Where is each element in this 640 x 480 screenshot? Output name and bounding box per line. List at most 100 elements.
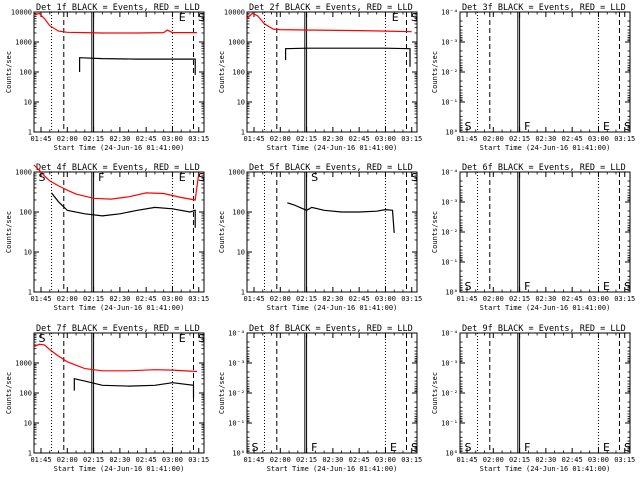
x-tick-label: 01:45 <box>30 295 51 303</box>
lld-series-line <box>246 12 412 33</box>
x-tick-label: 02:15 <box>83 456 104 464</box>
panel-9: Det 9f BLACK = Events, RED = LLD Counts/s… <box>431 324 635 473</box>
x-tick-label: 02:00 <box>270 456 291 464</box>
x-tick-label: 02:00 <box>483 456 504 464</box>
plot-frame <box>33 171 205 293</box>
panel-2: Det 2f BLACK = Events, RED = LLD Counts/s… <box>218 3 422 152</box>
x-tick-label: 02:45 <box>562 295 583 303</box>
y-tick-label: 10⁻³ <box>441 39 458 47</box>
event-letter-marker: S <box>624 441 631 454</box>
x-tick-label: 01:45 <box>456 456 477 464</box>
event-letter-marker: E <box>179 11 186 24</box>
events-series-line <box>287 202 395 233</box>
events-series-line <box>285 47 411 67</box>
x-tick-label: 02:15 <box>83 295 104 303</box>
event-letter-marker: S <box>198 171 205 184</box>
x-axis-label: Start Time (24-Jun-16 01:41:00) <box>54 465 185 473</box>
event-letter-marker: S <box>465 120 472 133</box>
y-axis-label: Counts/sec <box>218 211 226 253</box>
x-axis-label: Start Time (24-Jun-16 01:41:00) <box>54 304 185 312</box>
x-axis-label: Start Time (24-Jun-16 01:41:00) <box>267 465 398 473</box>
panel-title: Det 6f BLACK = Events, RED = LLD <box>462 163 626 173</box>
x-tick-label: 03:00 <box>588 456 609 464</box>
x-tick-label: 02:45 <box>136 456 157 464</box>
y-tick-label: 100 <box>19 209 32 217</box>
panel-6: Det 6f BLACK = Events, RED = LLD Counts/s… <box>431 163 635 312</box>
panel-title: Det 2f BLACK = Events, RED = LLD <box>249 3 413 13</box>
panel-title: Det 7f BLACK = Events, RED = LLD <box>36 324 200 334</box>
x-tick-label: 01:45 <box>30 135 51 143</box>
events-series-line <box>51 192 196 228</box>
y-axis-label: Counts/sec <box>5 211 13 253</box>
event-letter-marker: S <box>198 11 205 24</box>
x-tick-label: 03:15 <box>188 135 209 143</box>
event-letter-marker: S <box>411 171 418 184</box>
x-tick-label: 02:45 <box>562 456 583 464</box>
x-tick-label: 01:45 <box>456 135 477 143</box>
y-tick-label: 10⁻³ <box>441 199 458 207</box>
y-tick-label: 10 <box>237 249 245 257</box>
event-letter-marker: S <box>411 11 418 24</box>
x-axis-label: Start Time (24-Jun-16 01:41:00) <box>54 144 185 152</box>
x-tick-label: 02:00 <box>270 295 291 303</box>
y-tick-label: 1000 <box>15 169 32 177</box>
event-letter-marker: S <box>252 441 259 454</box>
panel-8: Det 8f BLACK = Events, RED = LLD Counts/s… <box>218 324 422 473</box>
event-letter-marker: S <box>624 280 631 293</box>
y-tick-label: 10⁰ <box>232 450 245 458</box>
x-tick-label: 02:15 <box>296 295 317 303</box>
y-tick-label: 10⁻¹ <box>441 420 458 428</box>
event-letter-marker: S <box>198 332 205 345</box>
y-tick-label: 10 <box>24 99 32 107</box>
y-axis-label: Counts/sec <box>431 51 439 93</box>
plot-frame <box>33 332 205 454</box>
x-tick-label: 02:45 <box>349 135 370 143</box>
y-axis-label: Counts/sec <box>5 372 13 414</box>
x-tick-label: 02:15 <box>509 135 530 143</box>
y-axis-label: Counts/sec <box>218 372 226 414</box>
x-axis-label: Start Time (24-Jun-16 01:41:00) <box>480 465 611 473</box>
y-tick-label: 1000 <box>15 360 32 368</box>
y-tick-label: 10⁻³ <box>441 360 458 368</box>
lld-series-line <box>33 164 200 201</box>
panel-title: Det 8f BLACK = Events, RED = LLD <box>249 324 413 334</box>
panel-7: Det 7f BLACK = Events, RED = LLD Counts/s… <box>5 324 209 473</box>
panel-3: Det 3f BLACK = Events, RED = LLD Counts/s… <box>431 3 635 152</box>
panel-title: Det 5f BLACK = Events, RED = LLD <box>249 163 413 173</box>
panel-title: Det 4f BLACK = Events, RED = LLD <box>36 163 200 173</box>
x-tick-label: 03:00 <box>162 295 183 303</box>
y-tick-label: 10000 <box>11 9 32 17</box>
x-tick-label: 03:00 <box>588 135 609 143</box>
y-tick-label: 10⁻² <box>441 69 458 77</box>
panel-title: Det 1f BLACK = Events, RED = LLD <box>36 3 200 13</box>
y-tick-label: 10⁰ <box>445 450 458 458</box>
y-tick-label: 10⁻¹ <box>228 420 245 428</box>
x-axis-label: Start Time (24-Jun-16 01:41:00) <box>267 144 398 152</box>
panel-title: Det 3f BLACK = Events, RED = LLD <box>462 3 626 13</box>
y-tick-label: 10⁰ <box>445 129 458 137</box>
x-tick-label: 03:15 <box>188 295 209 303</box>
x-tick-label: 03:15 <box>188 456 209 464</box>
event-letter-marker: F <box>524 441 530 454</box>
x-tick-label: 02:15 <box>296 456 317 464</box>
plot-frame <box>459 171 631 293</box>
plot-frame <box>459 11 631 133</box>
lld-series-line <box>33 12 197 34</box>
event-letter-marker: E <box>179 332 186 345</box>
y-tick-label: 10⁻³ <box>228 360 245 368</box>
x-tick-label: 03:00 <box>375 295 396 303</box>
y-tick-label: 10⁻⁴ <box>441 9 458 17</box>
x-tick-label: 03:00 <box>375 456 396 464</box>
event-letter-marker: S <box>411 441 418 454</box>
event-letter-marker: F <box>98 171 104 184</box>
x-tick-label: 02:15 <box>509 295 530 303</box>
x-tick-label: 02:30 <box>535 135 556 143</box>
y-tick-label: 10⁻⁴ <box>228 330 245 338</box>
x-tick-label: 02:45 <box>349 295 370 303</box>
x-tick-label: 02:15 <box>83 135 104 143</box>
y-axis-label: Counts/sec <box>431 211 439 253</box>
event-letter-marker: E <box>392 11 399 24</box>
x-tick-label: 02:00 <box>483 135 504 143</box>
